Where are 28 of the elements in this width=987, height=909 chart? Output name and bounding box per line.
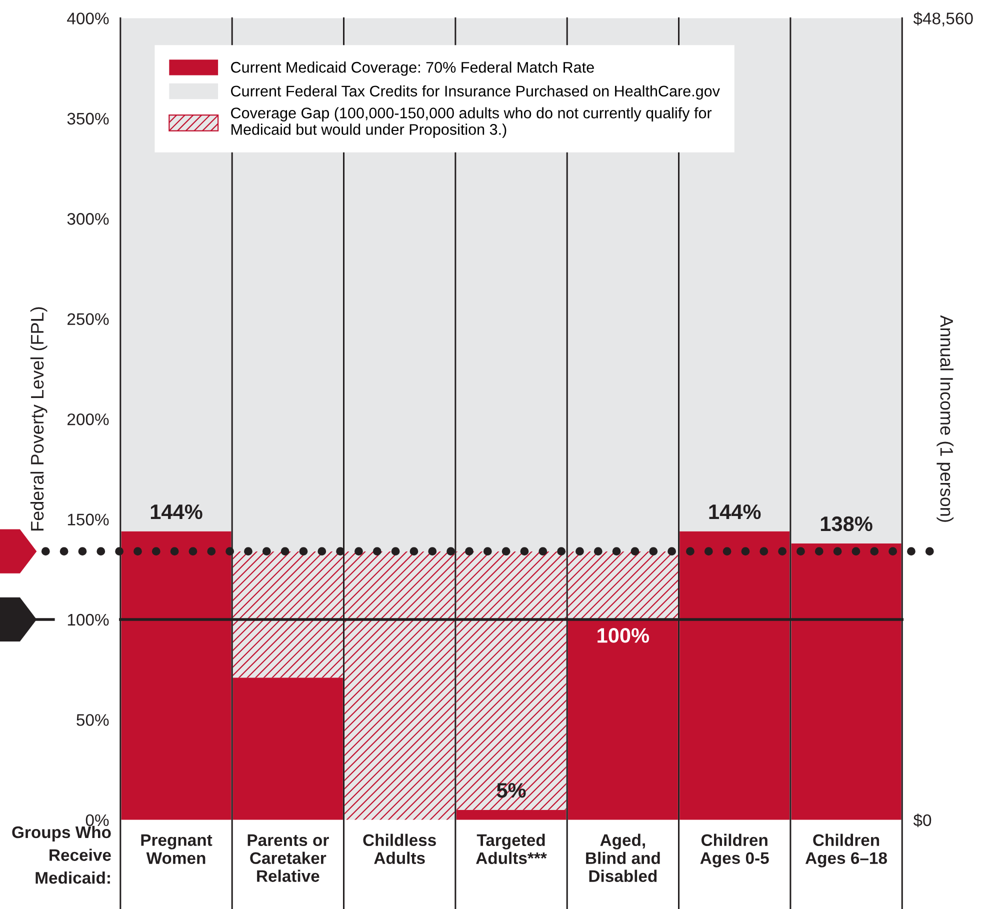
y-tick-label: 200%: [68, 413, 109, 426]
x-tick-label: Childless Adults: [363, 834, 436, 864]
x-tick-label: Pregnant Women: [141, 834, 212, 864]
x-tick-label: Targeted Adults***: [476, 834, 547, 864]
legend-label: Current Federal Tax Credits for Insurance Purchased on HealthCare.gov: [231, 85, 720, 100]
text: Groups Who Receive Medicaid:: [12, 826, 111, 884]
x-tick-label: Aged, Blind and Disabled: [586, 834, 660, 882]
y-tick-label: 350%: [67, 112, 109, 125]
x-tick-label: Children Ages 0-5: [700, 834, 769, 868]
legend-label: Current Medicaid Coverage: 70% Federal Match Rate: [231, 62, 594, 76]
x-tick-label: Children Ages 6–18: [805, 834, 888, 868]
y-tick-label: 100%: [68, 614, 109, 626]
y-tick-label: 0%: [86, 814, 109, 826]
legend-label: Coverage Gap (100,000-150,000 adults who do not currently qualify for Medicaid but would under Proposition 3.): [231, 107, 712, 138]
data-label: 100%: [598, 628, 650, 643]
data-label: 144%: [150, 504, 202, 520]
y-tick-label: 50%: [76, 714, 109, 726]
y-tick-label: 300%: [67, 213, 109, 225]
y2-axis-title: Annual Income (1 person): [936, 315, 954, 522]
data-label: 144%: [709, 504, 761, 520]
y2-tick-label: $0: [913, 814, 932, 828]
y-tick-label: 250%: [68, 313, 109, 326]
data-label: 138%: [820, 516, 872, 532]
y-axis-title: Federal Poverty Level (FPL): [30, 307, 48, 530]
y2-tick-label: $48,560: [913, 12, 973, 26]
y-tick-label: 150%: [68, 514, 109, 526]
x-tick-label: Parents or Caretaker Relative: [248, 834, 329, 882]
y-tick-label: 400%: [67, 12, 109, 24]
